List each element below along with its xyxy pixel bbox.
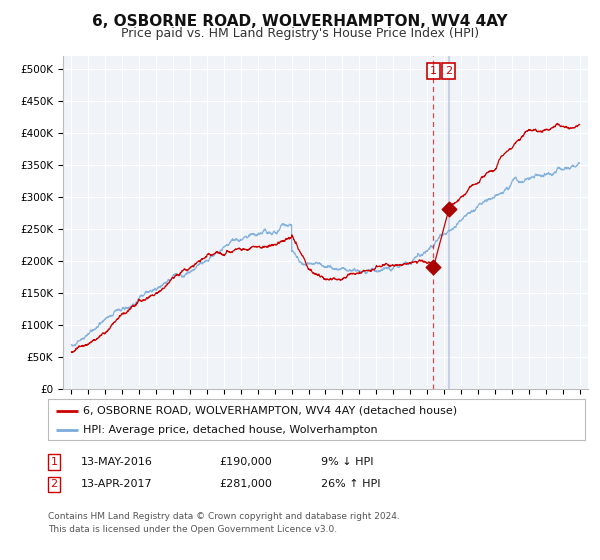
Text: Contains HM Land Registry data © Crown copyright and database right 2024.
This d: Contains HM Land Registry data © Crown c… — [48, 512, 400, 534]
Text: Price paid vs. HM Land Registry's House Price Index (HPI): Price paid vs. HM Land Registry's House … — [121, 27, 479, 40]
Point — [444, 204, 454, 213]
Text: 13-MAY-2016: 13-MAY-2016 — [81, 457, 153, 467]
Text: HPI: Average price, detached house, Wolverhampton: HPI: Average price, detached house, Wolv… — [83, 424, 377, 435]
Text: £190,000: £190,000 — [219, 457, 272, 467]
Text: 1: 1 — [50, 457, 58, 467]
Point — [428, 263, 438, 272]
Text: 6, OSBORNE ROAD, WOLVERHAMPTON, WV4 4AY (detached house): 6, OSBORNE ROAD, WOLVERHAMPTON, WV4 4AY … — [83, 405, 457, 416]
Text: 2: 2 — [445, 66, 452, 76]
Text: 2: 2 — [50, 479, 58, 489]
Text: £281,000: £281,000 — [219, 479, 272, 489]
Text: 6, OSBORNE ROAD, WOLVERHAMPTON, WV4 4AY: 6, OSBORNE ROAD, WOLVERHAMPTON, WV4 4AY — [92, 14, 508, 29]
Text: 26% ↑ HPI: 26% ↑ HPI — [321, 479, 380, 489]
Text: 1: 1 — [430, 66, 437, 76]
Text: 9% ↓ HPI: 9% ↓ HPI — [321, 457, 373, 467]
Text: 13-APR-2017: 13-APR-2017 — [81, 479, 152, 489]
